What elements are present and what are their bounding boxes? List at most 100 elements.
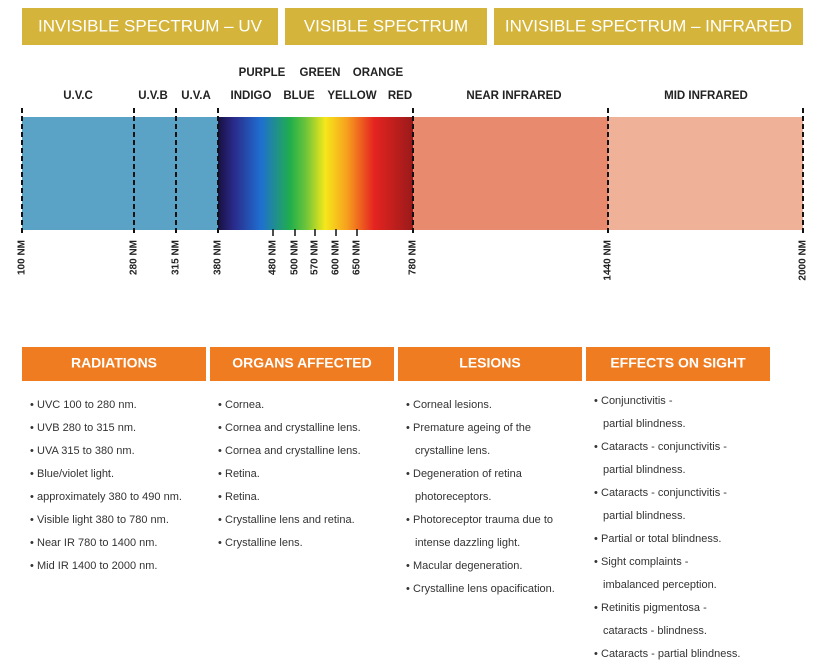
color-label: PURPLE (239, 67, 286, 79)
list-item: Retinitis pigmentosa - (601, 602, 707, 614)
bullet: • (406, 399, 410, 411)
list-item: Cornea. (225, 399, 264, 411)
list-item: Premature ageing of the (413, 422, 531, 434)
tick-label: 570 NM (310, 240, 321, 275)
list-item: Conjunctivitis - (601, 395, 673, 407)
uv-band (22, 117, 218, 230)
tick-label: 600 NM (331, 240, 342, 275)
band-label: U.V.A (181, 90, 211, 102)
list-item: Cataracts - conjunctivitis - (601, 441, 727, 453)
banner (494, 8, 803, 45)
list-item: Degeneration of retina (413, 468, 523, 480)
bullet: • (594, 556, 598, 568)
bullet: • (406, 514, 410, 526)
list-item: Corneal lesions. (413, 399, 492, 411)
tick-label: 780 NM (408, 240, 419, 275)
bullet: • (218, 445, 222, 457)
bullet: • (218, 514, 222, 526)
list-item: crystalline lens. (415, 445, 490, 457)
bullet: • (218, 491, 222, 503)
column-header-text: LESIONS (459, 355, 520, 371)
list-item: photoreceptors. (415, 491, 491, 503)
tick-label: 315 NM (171, 240, 182, 275)
list-item: Cornea and crystalline lens. (225, 422, 361, 434)
column-header (22, 347, 206, 381)
tick-label: 280 NM (129, 240, 140, 275)
band-label: NEAR INFRARED (466, 90, 561, 102)
list-item: partial blindness. (603, 510, 686, 522)
list-item: approximately 380 to 490 nm. (37, 491, 182, 503)
list-item: partial blindness. (603, 418, 686, 430)
tick-label: 380 NM (213, 240, 224, 275)
bullet: • (30, 399, 34, 411)
bullet: • (30, 445, 34, 457)
list-item: Photoreceptor trauma due to (413, 514, 553, 526)
bullet: • (594, 487, 598, 499)
list-item: Macular degeneration. (413, 560, 522, 572)
bullet: • (594, 533, 598, 545)
list-item: partial blindness. (603, 464, 686, 476)
content: INVISIBLE SPECTRUM – UV VISIBLE SPECTRUM I… (17, 8, 809, 660)
column-header-text: ORGANS AFFECTED (232, 355, 371, 371)
bullet: • (406, 560, 410, 572)
tick-label: 2000 NM (798, 240, 809, 281)
bullet: • (30, 468, 34, 480)
bullet: • (30, 537, 34, 549)
bullet: • (218, 422, 222, 434)
bullet: • (218, 468, 222, 480)
tick-label: 480 NM (268, 240, 279, 275)
list-item: Blue/violet light. (37, 468, 114, 480)
band-label: U.V.C (63, 90, 93, 102)
band-label: RED (388, 90, 412, 102)
list-item: UVB 280 to 315 nm. (37, 422, 136, 434)
list-item: Near IR 780 to 1400 nm. (37, 537, 157, 549)
list-item: Retina. (225, 468, 260, 480)
list-item: Visible light 380 to 780 nm. (37, 514, 169, 526)
list-item: imbalanced perception. (603, 579, 717, 591)
banner-text: INVISIBLE SPECTRUM – UV (38, 16, 263, 35)
list-item: Crystalline lens and retina. (225, 514, 355, 526)
banner-text: INVISIBLE SPECTRUM – INFRARED (505, 16, 792, 35)
banner (285, 8, 487, 45)
column-header (398, 347, 582, 381)
list-item: UVC 100 to 280 nm. (37, 399, 137, 411)
list-item: Mid IR 1400 to 2000 nm. (37, 560, 157, 572)
column-header (586, 347, 770, 381)
list-item: Cataracts - conjunctivitis - (601, 487, 727, 499)
banner-text: VISIBLE SPECTRUM (304, 16, 468, 35)
list-item: Sight complaints - (601, 556, 689, 568)
list-item: UVA 315 to 380 nm. (37, 445, 135, 457)
tick-label: 650 NM (352, 240, 363, 275)
list-item: intense dazzling light. (415, 537, 520, 549)
bullet: • (30, 422, 34, 434)
mid-ir-band (608, 117, 803, 230)
bullet: • (30, 514, 34, 526)
bullet: • (406, 583, 410, 595)
column-header-text: EFFECTS ON SIGHT (610, 355, 746, 371)
list-item: Crystalline lens opacification. (413, 583, 555, 595)
band-label: BLUE (283, 90, 315, 102)
color-label: ORANGE (353, 67, 404, 79)
bullet: • (594, 602, 598, 614)
list-item: Partial or total blindness. (601, 533, 721, 545)
near-ir-band (413, 117, 608, 230)
list-item: Cornea and crystalline lens. (225, 445, 361, 457)
bullet: • (218, 399, 222, 411)
bullet: • (218, 537, 222, 549)
band-label: INDIGO (231, 90, 272, 102)
column-header-text: RADIATIONS (71, 355, 157, 371)
bullet: • (30, 560, 34, 572)
visible-band (218, 117, 413, 230)
bullet: • (406, 422, 410, 434)
banner (22, 8, 278, 45)
bullet: • (406, 468, 410, 480)
band-label: MID INFRARED (664, 90, 748, 102)
band-label: U.V.B (138, 90, 168, 102)
list-item: Retina. (225, 491, 260, 503)
bullet: • (594, 441, 598, 453)
list-item: Cataracts - partial blindness. (601, 648, 740, 660)
tick-label: 100 NM (17, 240, 28, 275)
tick-label: 500 NM (290, 240, 301, 275)
column-header (210, 347, 394, 381)
